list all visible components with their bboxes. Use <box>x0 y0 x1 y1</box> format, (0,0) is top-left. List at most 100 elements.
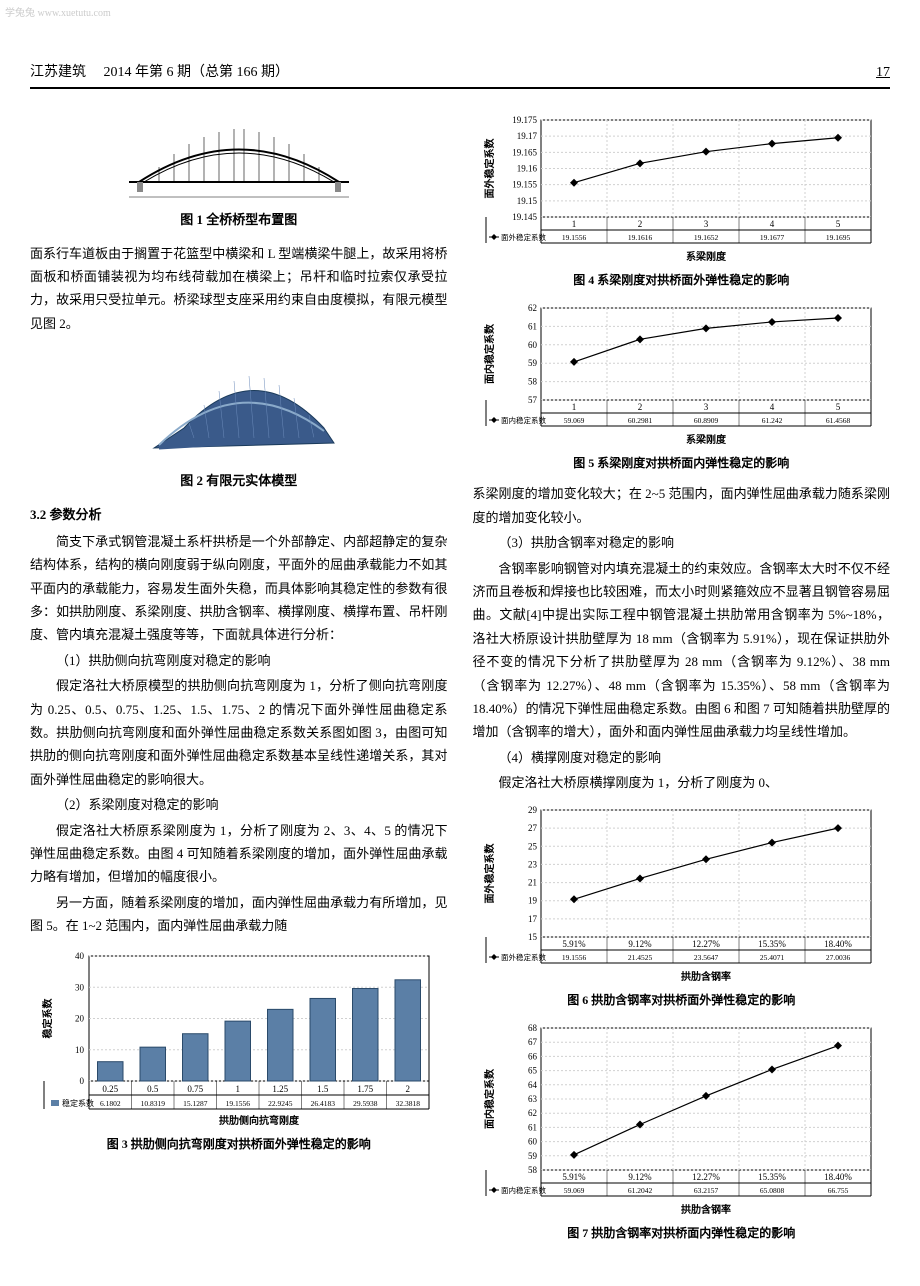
svg-text:面外稳定系数: 面外稳定系数 <box>483 843 496 904</box>
svg-text:26.4183: 26.4183 <box>310 1099 335 1108</box>
svg-text:25: 25 <box>528 842 538 852</box>
svg-text:面外稳定系数: 面外稳定系数 <box>501 952 546 962</box>
svg-text:21.4525: 21.4525 <box>628 953 653 962</box>
col1-p4: 假定洛社大桥原系梁刚度为 1，分析了刚度为 2、3、4、5 的情况下弹性屈曲稳定… <box>30 819 448 889</box>
svg-text:17: 17 <box>528 914 538 924</box>
svg-text:12.27%: 12.27% <box>692 1172 720 1182</box>
svg-text:稳定系数: 稳定系数 <box>41 997 54 1038</box>
svg-text:18.40%: 18.40% <box>824 939 852 949</box>
svg-text:21: 21 <box>528 878 537 888</box>
svg-text:1: 1 <box>235 1084 240 1094</box>
svg-text:拱肋侧向抗弯刚度: 拱肋侧向抗弯刚度 <box>219 1114 300 1126</box>
journal-name: 江苏建筑 <box>30 65 86 80</box>
svg-text:40: 40 <box>75 951 85 961</box>
fig2-caption: 图 2 有限元实体模型 <box>30 469 448 492</box>
svg-text:4: 4 <box>770 402 775 412</box>
svg-text:面内稳定系数: 面内稳定系数 <box>501 415 546 425</box>
fig3-container: 010203040稳定系数0.256.18020.510.83190.7515.… <box>30 946 448 1126</box>
fig1-bridge-schematic <box>119 112 359 202</box>
svg-text:9.12%: 9.12% <box>629 1172 653 1182</box>
svg-text:拱肋含钢率: 拱肋含钢率 <box>681 970 731 982</box>
svg-text:3: 3 <box>704 219 709 229</box>
svg-text:面内稳定系数: 面内稳定系数 <box>483 1068 496 1129</box>
svg-text:0.75: 0.75 <box>187 1084 203 1094</box>
svg-text:64: 64 <box>528 1080 538 1090</box>
svg-text:15.1287: 15.1287 <box>183 1099 208 1108</box>
fig6-chart: 1517192123252729面外稳定系数5.91%19.15569.12%2… <box>481 802 881 982</box>
svg-text:4: 4 <box>770 219 775 229</box>
col1-p1: 面系行车道板由于搁置于花篮型中横梁和 L 型端横梁牛腿上，故采用将桥面板和桥面铺… <box>30 242 448 336</box>
col1-p3: 假定洛社大桥原模型的拱肋侧向抗弯刚度为 1，分析了侧向抗弯刚度为 0.25、0.… <box>30 674 448 791</box>
svg-text:19.1677: 19.1677 <box>760 233 785 242</box>
col1-h1: （1）拱肋侧向抗弯刚度对稳定的影响 <box>30 649 448 672</box>
svg-text:58: 58 <box>528 376 538 386</box>
svg-text:12.27%: 12.27% <box>692 939 720 949</box>
col2-p1: 系梁刚度的增加变化较大；在 2~5 范围内，面内弹性屈曲承载力随系梁刚度的增加变… <box>473 482 891 529</box>
svg-text:63: 63 <box>528 1094 538 1104</box>
svg-text:19.145: 19.145 <box>513 212 538 222</box>
watermark: 学兔兔 www.xuetutu.com <box>5 5 111 23</box>
right-column: 19.14519.1519.15519.1619.16519.1719.175面… <box>473 104 891 1252</box>
svg-text:68: 68 <box>528 1023 538 1033</box>
svg-text:系梁刚度: 系梁刚度 <box>686 433 727 445</box>
svg-text:面外稳定系数: 面外稳定系数 <box>501 232 546 242</box>
svg-text:19.16: 19.16 <box>517 164 538 174</box>
svg-text:62: 62 <box>528 1108 537 1118</box>
svg-text:19.1556: 19.1556 <box>562 233 587 242</box>
svg-text:19.1695: 19.1695 <box>826 233 851 242</box>
svg-text:32.3818: 32.3818 <box>395 1099 420 1108</box>
svg-text:1.75: 1.75 <box>357 1084 373 1094</box>
svg-text:61.4568: 61.4568 <box>826 416 851 425</box>
svg-text:66: 66 <box>528 1051 538 1061</box>
fig4-container: 19.14519.1519.15519.1619.16519.1719.175面… <box>473 112 891 262</box>
fig6-caption: 图 6 拱肋含钢率对拱桥面外弹性稳定的影响 <box>473 990 891 1012</box>
svg-text:20: 20 <box>75 1013 85 1023</box>
svg-text:2: 2 <box>638 402 643 412</box>
svg-text:9.12%: 9.12% <box>629 939 653 949</box>
svg-text:60.8909: 60.8909 <box>694 416 719 425</box>
fig5-chart: 575859606162面内稳定系数159.069260.2981360.890… <box>481 300 881 445</box>
fig3-chart: 010203040稳定系数0.256.18020.510.83190.7515.… <box>39 946 439 1126</box>
svg-text:61.242: 61.242 <box>762 416 783 425</box>
svg-text:65.0808: 65.0808 <box>760 1186 785 1195</box>
svg-text:61: 61 <box>528 321 537 331</box>
svg-text:19.175: 19.175 <box>513 115 538 125</box>
section-3-2: 3.2 参数分析 <box>30 503 448 526</box>
svg-text:59: 59 <box>528 1151 538 1161</box>
svg-text:59.069: 59.069 <box>564 416 585 425</box>
fig5-container: 575859606162面内稳定系数159.069260.2981360.890… <box>473 300 891 445</box>
header-left: 江苏建筑 2014 年第 6 期（总第 166 期） <box>30 60 289 85</box>
fig3-caption: 图 3 拱肋侧向抗弯刚度对拱桥面外弹性稳定的影响 <box>30 1134 448 1156</box>
svg-text:5: 5 <box>836 402 841 412</box>
fig6-container: 1517192123252729面外稳定系数5.91%19.15569.12%2… <box>473 802 891 982</box>
svg-text:65: 65 <box>528 1066 538 1076</box>
svg-text:60.2981: 60.2981 <box>628 416 653 425</box>
col2-p3: 假定洛社大桥原横撑刚度为 1，分析了刚度为 0、 <box>473 771 891 794</box>
svg-text:61: 61 <box>528 1122 537 1132</box>
svg-text:1.25: 1.25 <box>272 1084 288 1094</box>
svg-text:67: 67 <box>528 1037 538 1047</box>
svg-text:拱肋含钢率: 拱肋含钢率 <box>681 1203 731 1215</box>
svg-text:60: 60 <box>528 1137 538 1147</box>
fig7-chart: 5859606162636465666768面内稳定系数5.91%59.0699… <box>481 1020 881 1215</box>
svg-text:62: 62 <box>528 303 537 313</box>
svg-text:19.1556: 19.1556 <box>562 953 587 962</box>
page-number: 17 <box>876 60 890 85</box>
svg-text:27.0036: 27.0036 <box>826 953 851 962</box>
col2-h4: （4）横撑刚度对稳定的影响 <box>473 746 891 769</box>
col2-p2: 含钢率影响钢管对内填充混凝土的约束效应。含钢率太大时不仅不经济而且卷板和焊接也比… <box>473 557 891 744</box>
issue-info: 2014 年第 6 期（总第 166 期） <box>104 65 290 80</box>
svg-text:面外稳定系数: 面外稳定系数 <box>483 138 496 199</box>
col1-p2: 简支下承式钢管混凝土系杆拱桥是一个外部静定、内部超静定的复杂结构体系，结构的横向… <box>30 530 448 647</box>
svg-text:22.9245: 22.9245 <box>268 1099 293 1108</box>
fig1-caption: 图 1 全桥桥型布置图 <box>30 208 448 231</box>
svg-text:19.17: 19.17 <box>517 131 538 141</box>
svg-text:63.2157: 63.2157 <box>694 1186 719 1195</box>
svg-text:25.4071: 25.4071 <box>760 953 785 962</box>
svg-text:15.35%: 15.35% <box>758 939 786 949</box>
svg-text:66.755: 66.755 <box>828 1186 849 1195</box>
svg-text:0.5: 0.5 <box>147 1084 159 1094</box>
svg-text:3: 3 <box>704 402 709 412</box>
svg-text:1.5: 1.5 <box>317 1084 329 1094</box>
svg-text:59: 59 <box>528 358 538 368</box>
